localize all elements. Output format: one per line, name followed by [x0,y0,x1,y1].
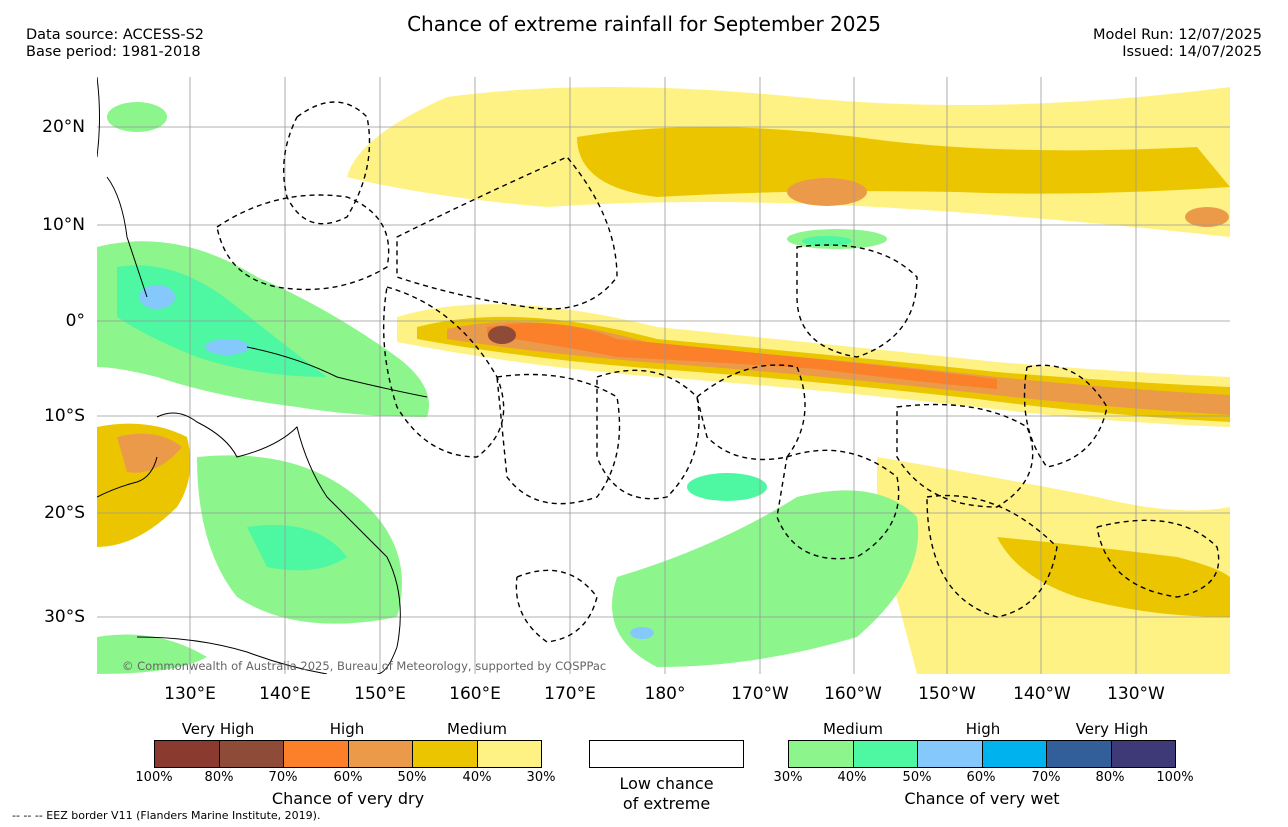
dry-tick: 40% [462,770,492,785]
lon-label: 160°W [824,684,882,704]
swatch [477,741,541,767]
issued-text: Issued: 14/07/2025 [1122,44,1262,60]
swatch [348,741,413,767]
lon-label: 130°W [1107,684,1165,704]
lat-label: 0° [65,311,85,331]
low-chance-line2: of extreme [622,794,711,813]
lon-label: 150°W [918,684,976,704]
map-title: Chance of extreme rainfall for September… [407,12,881,36]
swatch [1047,741,1112,767]
low-chance-line1: Low chance [619,774,714,793]
wet-legend: Medium High Very High [788,720,1176,768]
dry-areas [97,87,1230,674]
lon-label: 150°E [354,684,406,704]
wet-legend-title: Chance of very wet [904,789,1060,808]
dry-tick: 30% [526,770,556,785]
lon-label: 140°E [259,684,311,704]
wet-category-label: Medium [823,720,883,738]
wet-tick: 80% [1095,770,1125,785]
base-period-text: Base period: 1981-2018 [26,44,201,60]
swatch [853,741,918,767]
lat-label: 20°S [44,503,85,523]
lat-label: 30°S [44,607,85,627]
swatch [155,741,220,767]
dry-colorbar [154,740,542,768]
eez-borders [216,101,1220,643]
wet-tick: 60% [966,770,996,785]
dry-category-label: Very High [181,720,255,738]
swatch [1111,741,1175,767]
run-info: Model Run: 12/07/2025 Issued: 14/07/2025 [1093,27,1262,61]
low-chance-swatch [589,740,744,768]
dry-legend-title: Chance of very dry [271,789,425,808]
coastlines [97,77,428,674]
eez-footnote: -- -- -- EEZ border V11 (Flanders Marine… [12,809,321,822]
graticule [97,77,1230,674]
dry-tick: 60% [333,770,363,785]
low-chance-label: Low chance of extreme [579,774,754,814]
wet-category-label: High [965,720,1001,738]
lon-label: 160°E [449,684,501,704]
swatch [219,741,284,767]
dry-tick: 80% [204,770,234,785]
wet-colorbar [788,740,1176,768]
wet-tick: 30% [773,770,803,785]
data-source-text: Data source: ACCESS-S2 [26,27,205,43]
wet-category-label: Very High [1075,720,1149,738]
swatch [284,741,349,767]
lon-label: 130°E [164,684,216,704]
copyright-text: © Commonwealth of Australia 2025, Bureau… [122,659,607,673]
wet-tick: 70% [1031,770,1061,785]
lat-label: 20°N [42,117,85,137]
dry-tick: 50% [397,770,427,785]
source-info: Data source: ACCESS-S2 Base period: 1981… [26,27,204,61]
dry-tick: 100% [135,770,173,785]
swatch [413,741,478,767]
swatch [918,741,983,767]
lat-label: 10°S [44,406,85,426]
lon-label: 170°E [544,684,596,704]
swatch [789,741,854,767]
lon-label: 180° [644,684,686,704]
dry-category-label: High [329,720,365,738]
wet-tick: 50% [902,770,932,785]
wet-areas [97,102,919,674]
model-run-text: Model Run: 12/07/2025 [1092,27,1262,43]
dry-category-label: Medium [447,720,507,738]
wet-tick: 40% [837,770,867,785]
lon-label: 170°W [731,684,789,704]
swatch [982,741,1047,767]
lat-label: 10°N [42,215,85,235]
dry-legend: Very High High Medium [154,720,542,768]
wet-tick: 100% [1156,770,1194,785]
lon-label: 140°W [1013,684,1071,704]
dry-tick: 70% [268,770,298,785]
rainfall-map [97,77,1230,674]
